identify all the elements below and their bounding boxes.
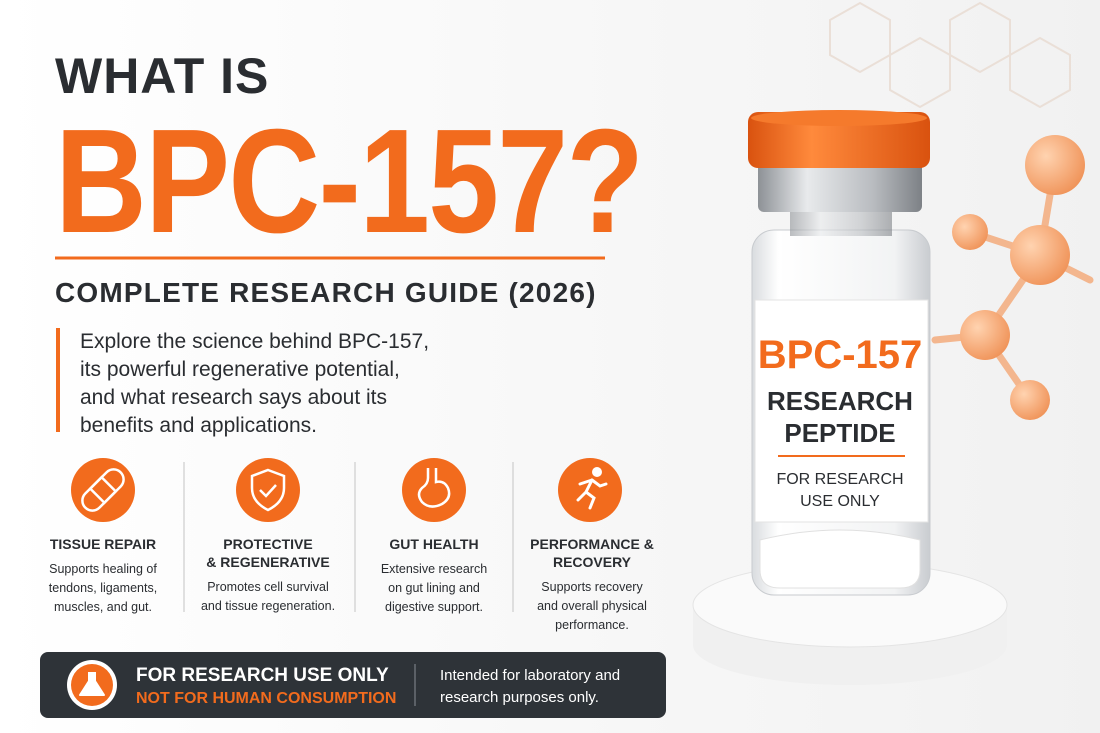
intro-line: benefits and applications. [80, 414, 317, 437]
feature-icons [71, 458, 622, 522]
feature-title: & REGENERATIVE [206, 554, 329, 570]
features: TISSUE REPAIR Supports healing of tendons,… [49, 536, 654, 632]
intro: Explore the science behind BPC-157, its p… [80, 330, 429, 437]
feature-description: digestive support. [385, 600, 483, 614]
feature-dividers [183, 462, 514, 612]
intro-line: its powerful regenerative potential, [80, 358, 400, 381]
subtitle: COMPLETE RESEARCH GUIDE (2026) [55, 277, 597, 308]
feature-description: performance. [555, 618, 629, 632]
feature-description: on gut lining and [388, 581, 480, 595]
molecule [931, 135, 1094, 420]
vial-note: FOR RESEARCH [776, 471, 903, 488]
intro-bar [56, 328, 60, 432]
vial-label: RESEARCH [767, 386, 913, 416]
feature-title: GUT HEALTH [389, 536, 478, 552]
vial-label: PEPTIDE [784, 418, 895, 448]
feature-description: Supports healing of [49, 562, 157, 576]
intro-line: Explore the science behind BPC-157, [80, 330, 429, 353]
feature-description: and overall physical [537, 599, 647, 613]
feature-description: tendons, ligaments, [49, 581, 157, 595]
vial-note: USE ONLY [800, 493, 880, 510]
banner-title: FOR RESEARCH USE ONLY [136, 665, 389, 686]
feature-description: Supports recovery [541, 580, 643, 594]
feature-description: and tissue regeneration. [201, 599, 335, 613]
banner-subtitle: NOT FOR HUMAN CONSUMPTION [136, 690, 396, 707]
banner-note: Intended for laboratory and research purp… [440, 667, 620, 706]
feature-description: Promotes cell survival [207, 580, 329, 594]
feature-description: Extensive research [381, 562, 487, 576]
banner-note-line: research purposes only. [440, 689, 599, 706]
feature-description: muscles, and gut. [54, 600, 152, 614]
vial [748, 110, 931, 596]
banner-note-line: Intended for laboratory and [440, 667, 620, 684]
feature-title: TISSUE REPAIR [50, 536, 156, 552]
feature-title: PROTECTIVE [223, 536, 312, 552]
feature-title: PERFORMANCE & [530, 536, 654, 552]
feature-title: RECOVERY [553, 554, 632, 570]
vial-name: BPC-157 [758, 333, 923, 377]
hex-pattern [829, 1, 1071, 109]
banner [40, 652, 666, 718]
intro-line: and what research says about its [80, 386, 387, 409]
kicker: WHAT IS [55, 48, 269, 104]
title: BPC-157? [55, 99, 642, 264]
